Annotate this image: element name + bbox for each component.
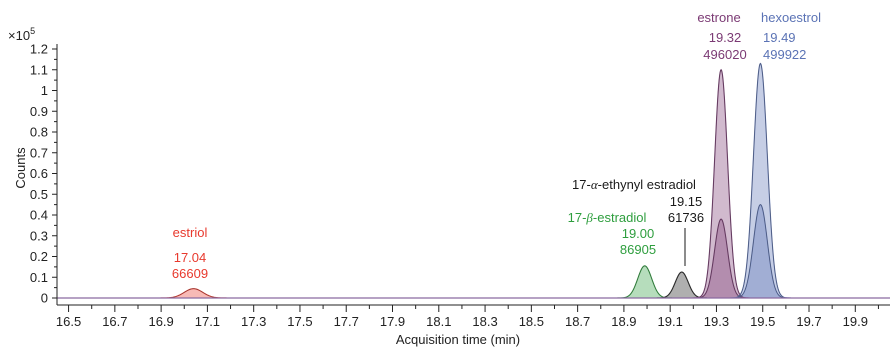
y-exponent-label: ×105 <box>8 26 35 43</box>
y-tick-label: 0 <box>41 291 48 306</box>
peak-area <box>691 69 751 298</box>
annotation-alpha-ethynyl-name: 17-α-ethynyl estradiol <box>572 177 696 192</box>
peak-area <box>729 204 792 298</box>
annotation-hexoestrol-rt: 19.49 <box>763 30 796 45</box>
y-axis-title: Counts <box>13 147 28 189</box>
peak-area <box>613 265 676 298</box>
x-tick-label: 17.3 <box>241 314 266 329</box>
y-tick-label: 0.3 <box>30 228 48 243</box>
peak-outline <box>691 218 751 299</box>
annotation-estriol: estriol 17.04 66609 <box>172 225 208 281</box>
y-tick-label: 0.6 <box>30 166 48 181</box>
y-tick-label: 0.7 <box>30 145 48 160</box>
annotation-estrone-area: 496020 <box>703 47 746 62</box>
y-tick-label: 1.1 <box>30 62 48 77</box>
x-tick-label: 19.7 <box>796 314 821 329</box>
x-tick-label: 16.9 <box>148 314 173 329</box>
x-tick-label: 18.3 <box>472 314 497 329</box>
annotation-alpha-ethynyl-estradiol: 17-α-ethynyl estradiol 19.15 61736 <box>572 177 704 225</box>
annotation-hexoestrol-name: hexoestrol <box>761 10 821 25</box>
annotation-beta-estradiol-rt: 19.00 <box>622 226 655 241</box>
annotation-hexoestrol: hexoestrol 19.49 499922 <box>761 10 821 62</box>
annotation-hexoestrol-area: 499922 <box>763 47 806 62</box>
y-tick-label: 0.1 <box>30 270 48 285</box>
x-tick-label: 19.5 <box>750 314 775 329</box>
x-tick-label: 19.1 <box>658 314 683 329</box>
x-tick-label: 17.5 <box>287 314 312 329</box>
peak-area <box>691 219 751 298</box>
annotation-estriol-area: 66609 <box>172 266 208 281</box>
annotation-estrone-name: estrone <box>697 10 740 25</box>
peak-outline <box>691 69 751 299</box>
peak-area <box>151 288 236 298</box>
x-tick-label: 18.7 <box>565 314 590 329</box>
x-tick-label: 17.1 <box>195 314 220 329</box>
annotation-beta-estradiol: 17-β-estradiol 19.00 86905 <box>568 210 656 257</box>
y-tick-label: 1.2 <box>30 42 48 57</box>
y-tick-label: 0.2 <box>30 249 48 264</box>
x-axis-title: Acquisition time (min) <box>396 332 520 347</box>
annotation-alpha-ethynyl-area: 61736 <box>668 210 704 225</box>
peak-outline <box>729 204 792 299</box>
y-tick-label: 1 <box>41 83 48 98</box>
y-tick-label: 0.9 <box>30 104 48 119</box>
y-tick-label: 0.4 <box>30 208 48 223</box>
annotation-beta-estradiol-area: 86905 <box>620 242 656 257</box>
x-tick-label: 17.9 <box>380 314 405 329</box>
x-tick-label: 18.1 <box>426 314 451 329</box>
x-tick-label: 18.5 <box>519 314 544 329</box>
x-tick-label: 18.9 <box>611 314 636 329</box>
annotation-estrone: estrone 19.32 496020 <box>697 10 746 62</box>
x-tick-label: 19.9 <box>843 314 868 329</box>
y-axis-ticks: 0 0.1 0.2 0.3 0.4 0.5 0.6 0.7 0.8 0.9 1 1.1 1.2 <box>30 42 57 306</box>
annotation-estriol-name: estriol <box>173 225 208 240</box>
annotation-alpha-ethynyl-rt: 19.15 <box>670 194 703 209</box>
y-tick-label: 0.8 <box>30 125 48 140</box>
peak-area <box>652 272 711 298</box>
x-tick-label: 19.3 <box>704 314 729 329</box>
y-tick-label: 0.5 <box>30 187 48 202</box>
annotation-estrone-rt: 19.32 <box>709 30 742 45</box>
peak-area <box>729 63 792 298</box>
annotation-beta-estradiol-name: 17-β-estradiol <box>568 210 647 225</box>
x-tick-label: 17.7 <box>334 314 359 329</box>
annotation-estriol-rt: 17.04 <box>174 250 207 265</box>
peak-outline <box>729 63 792 299</box>
x-tick-label: 16.7 <box>102 314 127 329</box>
x-tick-label: 16.5 <box>56 314 81 329</box>
x-axis-ticks: 16.5 16.7 16.9 17.1 17.3 17.5 17.7 17.9 18.1 18.3… <box>56 305 879 329</box>
peak-fills <box>151 63 792 298</box>
